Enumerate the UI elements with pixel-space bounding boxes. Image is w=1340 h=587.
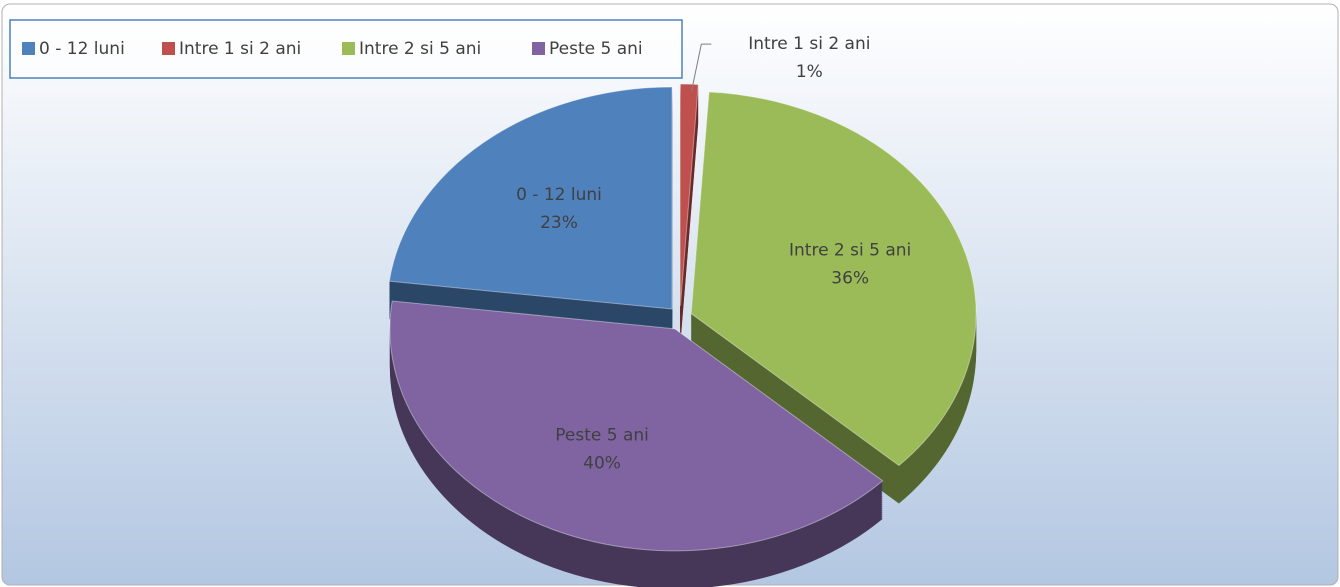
- data-label-value: 40%: [583, 453, 621, 473]
- legend-swatch: [532, 42, 545, 55]
- legend-label: 0 - 12 luni: [39, 39, 125, 59]
- legend-label: Peste 5 ani: [549, 39, 643, 59]
- data-label-value: 1%: [796, 62, 823, 82]
- legend-swatch: [22, 42, 35, 55]
- data-label-name: Intre 2 si 5 ani: [789, 241, 911, 261]
- pie: 0 - 12 luni 23% Intre 1 si 2 ani 1% Intre 2 …: [388, 34, 977, 587]
- slice: [690, 91, 977, 467]
- legend-swatch: [342, 42, 355, 55]
- legend-label: Intre 1 si 2 ani: [179, 39, 301, 59]
- legend: 0 - 12 luni Intre 1 si 2 ani Intre 2 si 5 …: [22, 39, 643, 59]
- legend-swatch: [162, 42, 175, 55]
- leader-line: [690, 44, 702, 93]
- slice: [389, 300, 884, 552]
- data-label-value: 36%: [831, 269, 869, 289]
- data-label-name: Peste 5 ani: [555, 425, 649, 445]
- data-label-name: 0 - 12 luni: [516, 185, 602, 205]
- data-label-name: Intre 1 si 2 ani: [748, 34, 870, 54]
- slice: [679, 83, 699, 307]
- slice: [388, 86, 673, 310]
- legend-label: Intre 2 si 5 ani: [359, 39, 481, 59]
- data-label-value: 23%: [540, 213, 578, 233]
